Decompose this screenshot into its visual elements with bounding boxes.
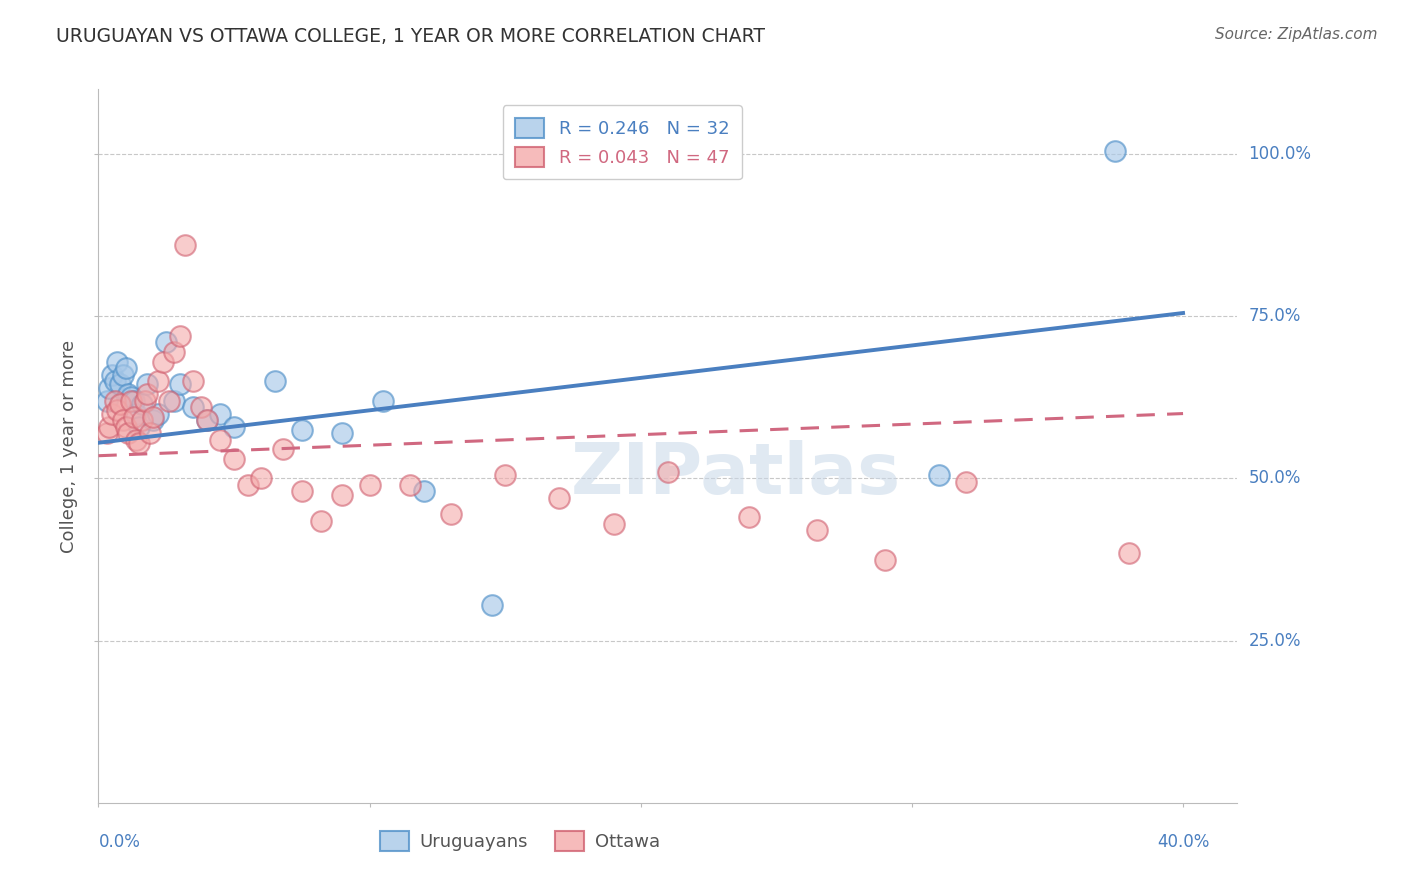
- Point: [332, 425, 354, 440]
- Point: [117, 387, 139, 401]
- Y-axis label: College, 1 year or more: College, 1 year or more: [60, 340, 79, 552]
- Point: [309, 514, 332, 528]
- Text: 0.0%: 0.0%: [98, 833, 141, 851]
- Point: [107, 354, 129, 368]
- Point: [1118, 546, 1140, 560]
- Point: [263, 374, 285, 388]
- Point: [806, 524, 828, 538]
- Point: [1104, 144, 1126, 158]
- Legend: Uruguayans, Ottawa: Uruguayans, Ottawa: [373, 823, 666, 858]
- Point: [96, 393, 118, 408]
- Point: [440, 507, 463, 521]
- Point: [136, 387, 159, 401]
- Point: [873, 552, 896, 566]
- Point: [111, 413, 134, 427]
- Point: [399, 478, 422, 492]
- Point: [104, 393, 127, 408]
- Point: [494, 468, 516, 483]
- Text: URUGUAYAN VS OTTAWA COLLEGE, 1 YEAR OR MORE CORRELATION CHART: URUGUAYAN VS OTTAWA COLLEGE, 1 YEAR OR M…: [56, 27, 765, 45]
- Point: [101, 407, 124, 421]
- Point: [125, 433, 148, 447]
- Point: [190, 400, 212, 414]
- Point: [104, 374, 127, 388]
- Point: [183, 400, 205, 414]
- Point: [134, 393, 156, 408]
- Point: [152, 354, 174, 368]
- Point: [136, 377, 159, 392]
- Point: [250, 471, 273, 485]
- Point: [122, 393, 145, 408]
- Point: [195, 413, 218, 427]
- Point: [131, 413, 153, 427]
- Point: [174, 238, 197, 252]
- Point: [332, 488, 354, 502]
- Point: [98, 419, 121, 434]
- Point: [291, 484, 314, 499]
- Point: [412, 484, 434, 499]
- Point: [122, 409, 145, 424]
- Point: [359, 478, 381, 492]
- Point: [101, 368, 124, 382]
- Point: [183, 374, 205, 388]
- Point: [125, 407, 148, 421]
- Point: [209, 433, 232, 447]
- Point: [120, 393, 142, 408]
- Point: [96, 425, 118, 440]
- Point: [222, 419, 245, 434]
- Point: [117, 425, 139, 440]
- Point: [169, 377, 191, 392]
- Point: [155, 335, 177, 350]
- Point: [128, 419, 150, 434]
- Text: ZIPatlas: ZIPatlas: [571, 440, 901, 509]
- Point: [114, 361, 136, 376]
- Point: [236, 478, 259, 492]
- Point: [291, 423, 314, 437]
- Point: [131, 397, 153, 411]
- Text: 40.0%: 40.0%: [1157, 833, 1209, 851]
- Text: Source: ZipAtlas.com: Source: ZipAtlas.com: [1215, 27, 1378, 42]
- Point: [142, 413, 165, 427]
- Point: [955, 475, 977, 489]
- Point: [222, 452, 245, 467]
- Point: [928, 468, 950, 483]
- Point: [371, 393, 394, 408]
- Point: [163, 393, 186, 408]
- Text: 25.0%: 25.0%: [1249, 632, 1301, 649]
- Point: [98, 381, 121, 395]
- Point: [120, 390, 142, 404]
- Text: 50.0%: 50.0%: [1249, 469, 1301, 487]
- Point: [146, 407, 169, 421]
- Point: [481, 598, 503, 612]
- Point: [128, 435, 150, 450]
- Text: 100.0%: 100.0%: [1249, 145, 1312, 163]
- Point: [114, 419, 136, 434]
- Point: [548, 491, 571, 505]
- Point: [157, 393, 180, 408]
- Point: [107, 403, 129, 417]
- Point: [195, 413, 218, 427]
- Text: 75.0%: 75.0%: [1249, 307, 1301, 326]
- Point: [139, 425, 162, 440]
- Point: [111, 368, 134, 382]
- Point: [271, 442, 294, 457]
- Point: [657, 465, 679, 479]
- Point: [602, 516, 624, 531]
- Point: [108, 397, 131, 411]
- Point: [108, 377, 131, 392]
- Point: [163, 345, 186, 359]
- Point: [169, 328, 191, 343]
- Point: [738, 510, 761, 524]
- Point: [146, 374, 169, 388]
- Point: [209, 407, 232, 421]
- Point: [142, 409, 165, 424]
